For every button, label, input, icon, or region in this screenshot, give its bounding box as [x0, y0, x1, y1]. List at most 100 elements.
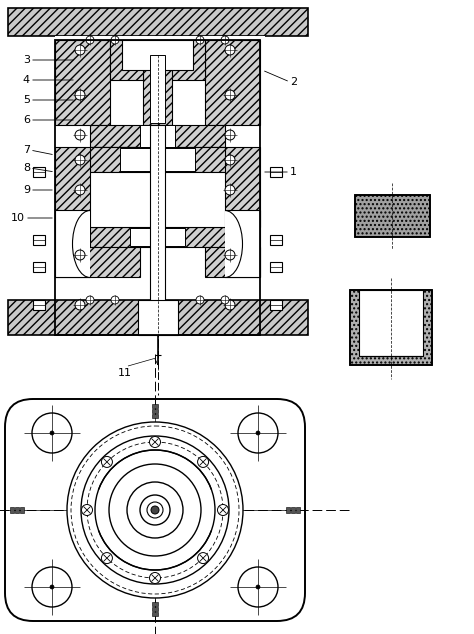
Bar [150, 125, 165, 305]
Bar [33, 235, 45, 245]
Bar [33, 262, 45, 272]
Circle shape [101, 456, 112, 467]
Circle shape [225, 185, 235, 195]
Text: 8: 8 [23, 163, 30, 173]
Circle shape [149, 573, 161, 583]
Circle shape [225, 155, 235, 165]
Circle shape [238, 567, 278, 607]
Bar [33, 300, 45, 310]
Circle shape [86, 296, 94, 304]
Circle shape [225, 45, 235, 55]
Bar [10, 507, 14, 513]
Bar [205, 40, 260, 125]
Text: 4: 4 [23, 75, 30, 85]
Bar [20, 507, 24, 513]
Text: 10: 10 [11, 213, 25, 223]
Bar [15, 507, 19, 513]
Bar [122, 40, 193, 70]
Bar [152, 607, 158, 611]
Circle shape [75, 90, 85, 100]
Bar [120, 148, 195, 171]
Circle shape [198, 553, 209, 564]
Circle shape [196, 36, 204, 44]
Bar [152, 404, 158, 408]
Circle shape [225, 250, 235, 260]
Bar [8, 300, 308, 335]
Circle shape [221, 36, 229, 44]
Circle shape [75, 185, 85, 195]
Bar [150, 55, 165, 123]
Circle shape [86, 36, 94, 44]
Bar [55, 210, 90, 277]
Circle shape [225, 130, 235, 140]
Bar [270, 300, 282, 310]
Circle shape [151, 506, 159, 514]
Bar [286, 507, 290, 513]
Circle shape [111, 36, 119, 44]
Circle shape [81, 436, 229, 584]
Bar [355, 195, 430, 237]
Circle shape [238, 413, 278, 453]
Circle shape [256, 431, 260, 435]
Circle shape [111, 296, 119, 304]
Text: 2: 2 [290, 77, 297, 87]
Circle shape [149, 436, 161, 448]
Text: 5: 5 [23, 95, 30, 105]
Bar [55, 247, 140, 277]
Circle shape [75, 45, 85, 55]
Bar [355, 195, 430, 237]
Circle shape [196, 296, 204, 304]
Bar [165, 40, 205, 80]
Circle shape [50, 585, 54, 589]
Circle shape [82, 505, 92, 515]
Bar [205, 247, 260, 277]
Bar [152, 612, 158, 616]
Circle shape [32, 567, 72, 607]
Bar [130, 228, 185, 246]
Bar [296, 507, 300, 513]
Bar [270, 262, 282, 272]
Circle shape [127, 482, 183, 538]
Circle shape [75, 300, 85, 310]
Circle shape [75, 130, 85, 140]
Circle shape [75, 250, 85, 260]
Bar [55, 40, 260, 335]
Circle shape [95, 450, 215, 570]
Bar [152, 409, 158, 413]
Circle shape [50, 431, 54, 435]
Bar [110, 40, 150, 80]
Bar [8, 8, 308, 36]
Circle shape [147, 502, 163, 518]
Text: 7: 7 [23, 145, 30, 155]
Bar [225, 210, 260, 277]
Bar [90, 172, 225, 227]
Text: 1: 1 [290, 167, 297, 177]
Circle shape [101, 553, 112, 564]
Circle shape [221, 296, 229, 304]
Bar [90, 125, 225, 147]
Circle shape [109, 464, 201, 556]
Circle shape [140, 495, 170, 525]
Bar [152, 602, 158, 606]
Bar [350, 290, 432, 365]
Bar [152, 414, 158, 418]
Bar [140, 125, 175, 147]
Bar [55, 40, 110, 125]
Text: 11: 11 [118, 368, 132, 378]
Bar [270, 167, 282, 177]
Circle shape [218, 505, 228, 515]
FancyBboxPatch shape [5, 399, 305, 621]
Bar [55, 147, 140, 227]
Text: 6: 6 [23, 115, 30, 125]
Circle shape [225, 90, 235, 100]
Circle shape [67, 422, 243, 598]
Circle shape [75, 155, 85, 165]
Circle shape [198, 456, 209, 467]
Bar [359, 290, 423, 356]
Circle shape [32, 413, 72, 453]
Bar [291, 507, 295, 513]
Bar [270, 235, 282, 245]
Circle shape [256, 585, 260, 589]
Bar [55, 36, 265, 40]
Bar [143, 55, 172, 125]
